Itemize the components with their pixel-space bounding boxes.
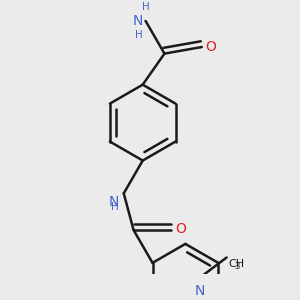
Text: N: N [109, 195, 119, 209]
Text: H: H [135, 30, 143, 40]
Text: N: N [133, 14, 143, 28]
Text: N: N [195, 284, 205, 298]
Text: H: H [111, 202, 119, 212]
Text: CH: CH [228, 259, 244, 269]
Text: O: O [175, 221, 186, 236]
Text: 3: 3 [234, 262, 240, 271]
Text: O: O [206, 40, 217, 54]
Text: H: H [142, 2, 150, 12]
